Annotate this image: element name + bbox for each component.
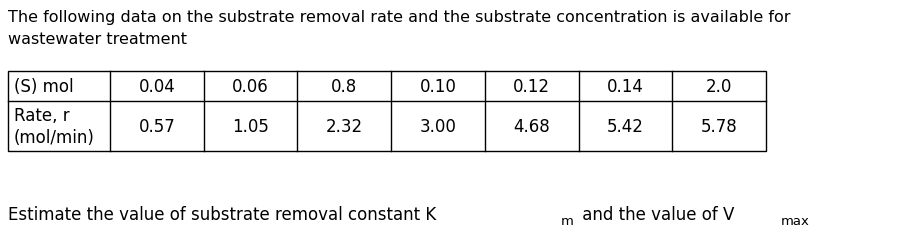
Text: 0.04: 0.04: [139, 78, 175, 96]
Text: wastewater treatment: wastewater treatment: [8, 32, 187, 47]
Text: (S) mol: (S) mol: [14, 78, 74, 96]
Text: 1.05: 1.05: [232, 117, 269, 136]
Text: 5.78: 5.78: [701, 117, 738, 136]
Text: 3.00: 3.00: [420, 117, 457, 136]
Text: 0.57: 0.57: [139, 117, 175, 136]
Text: 0.12: 0.12: [514, 78, 551, 96]
Text: 0.14: 0.14: [607, 78, 644, 96]
Text: 5.42: 5.42: [607, 117, 644, 136]
Text: 2.0: 2.0: [706, 78, 733, 96]
Text: Rate, r: Rate, r: [14, 107, 69, 124]
Text: and the value of V: and the value of V: [578, 205, 734, 223]
Text: The following data on the substrate removal rate and the substrate concentration: The following data on the substrate remo…: [8, 10, 790, 25]
Text: (mol/min): (mol/min): [14, 129, 95, 146]
Text: max: max: [780, 214, 809, 227]
Text: 0.8: 0.8: [332, 78, 358, 96]
Text: 2.32: 2.32: [326, 117, 363, 136]
Bar: [8, 72, 766, 151]
Text: Estimate the value of substrate removal constant K: Estimate the value of substrate removal …: [8, 205, 436, 223]
Text: 0.06: 0.06: [232, 78, 268, 96]
Text: 0.10: 0.10: [420, 78, 457, 96]
Text: m: m: [560, 214, 573, 227]
Text: 4.68: 4.68: [514, 117, 551, 136]
